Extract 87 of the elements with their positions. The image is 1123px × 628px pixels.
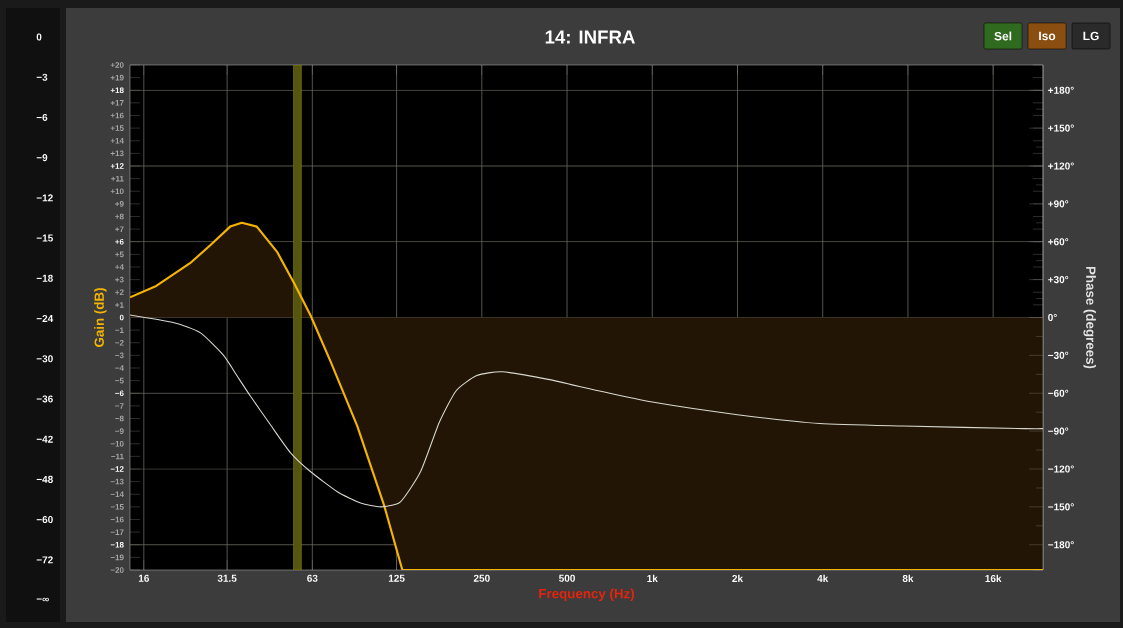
- y-tick-label: −16: [110, 516, 124, 523]
- x-tick-label: 63: [307, 574, 318, 582]
- y-tick-label: +14: [110, 138, 124, 144]
- y-tick-label: −14: [110, 491, 124, 497]
- y2-tick-label: +60°: [1048, 238, 1069, 246]
- text: −24: [36, 315, 54, 322]
- y2-tick-label: −150°: [1048, 503, 1074, 511]
- x-tick-label: 4k: [817, 574, 829, 582]
- text: Sel: [994, 31, 1012, 41]
- text: LG: [1083, 31, 1099, 41]
- text: −30: [36, 355, 53, 363]
- text: Iso: [1039, 31, 1056, 41]
- text: −15: [36, 234, 53, 242]
- text: −3: [36, 73, 48, 81]
- text: −72: [36, 556, 53, 564]
- y2-tick-label: +120°: [1048, 162, 1074, 170]
- y-tick-label: −12: [110, 466, 124, 472]
- y2-tick-label: 0°: [1048, 313, 1057, 322]
- x-tick-label: 31.5: [217, 574, 237, 582]
- y2-tick-label: −90°: [1048, 427, 1069, 435]
- y-tick-label: −4: [115, 365, 124, 371]
- y-axis-title: Gain (dB): [94, 288, 107, 347]
- y-tick-label: +2: [115, 289, 124, 296]
- x-tick-label: 125: [388, 574, 405, 582]
- y2-tick-label: +150°: [1048, 124, 1074, 132]
- text: 0: [36, 33, 42, 41]
- y-tick-label: +18: [110, 87, 124, 94]
- y-tick-label: +8: [115, 213, 124, 220]
- y-tick-label: +4: [115, 264, 124, 270]
- y-tick-label: −3: [115, 352, 124, 359]
- y-tick-label: +15: [110, 125, 124, 131]
- x-axis-title: Frequency (Hz): [539, 588, 634, 601]
- y-tick-label: +11: [111, 175, 124, 182]
- y-tick-label: −18: [110, 541, 124, 548]
- y-tick-label: +1: [115, 302, 124, 308]
- y-tick-label: −11: [111, 453, 124, 460]
- x-tick-label: 1k: [647, 574, 658, 582]
- y2-tick-label: +180°: [1048, 86, 1074, 94]
- x-tick-label: 16k: [985, 574, 1002, 583]
- text: −18: [36, 274, 53, 282]
- text: −12: [36, 194, 53, 202]
- y2-tick-label: −60°: [1048, 389, 1069, 397]
- chart-title: 14: INFRA: [545, 30, 635, 44]
- text: −6: [36, 113, 48, 121]
- text: −42: [36, 435, 53, 443]
- y-tick-label: −20: [110, 567, 124, 573]
- y-tick-label: −17: [110, 529, 124, 535]
- y2-axis-title: Phase (degrees): [1083, 266, 1096, 369]
- y-tick-label: +12: [110, 163, 124, 169]
- y-tick-label: 0: [119, 314, 124, 321]
- y-tick-label: +3: [115, 276, 124, 283]
- y-tick-label: +20: [110, 62, 124, 68]
- y2-tick-label: +90°: [1048, 200, 1069, 208]
- y2-tick-label: −30°: [1048, 351, 1069, 359]
- x-tick-label: 2k: [732, 574, 744, 582]
- text: −36: [36, 395, 53, 403]
- y-tick-label: −7: [115, 403, 124, 409]
- y-tick-label: −19: [110, 554, 124, 561]
- y-tick-label: −9: [115, 428, 124, 434]
- y-tick-label: +7: [115, 226, 124, 232]
- y-tick-label: −10: [110, 440, 124, 447]
- text: −48: [36, 475, 53, 483]
- y-tick-label: +19: [110, 74, 124, 81]
- x-tick-label: 500: [559, 574, 575, 582]
- text: −60: [36, 516, 53, 524]
- y-tick-label: +17: [110, 100, 124, 106]
- y-tick-label: −13: [110, 478, 124, 485]
- y2-tick-label: −180°: [1048, 541, 1074, 549]
- y-tick-label: −8: [115, 415, 124, 422]
- x-tick-label: 16: [138, 574, 150, 582]
- x-tick-label: 250: [473, 574, 490, 582]
- y-tick-label: +5: [115, 251, 124, 258]
- y2-tick-label: +30°: [1048, 276, 1069, 284]
- y-tick-label: −6: [115, 390, 124, 397]
- y-tick-label: −1: [115, 327, 124, 333]
- y-tick-label: −15: [110, 504, 124, 510]
- y-tick-label: −5: [115, 377, 124, 384]
- y-tick-label: −2: [115, 339, 124, 346]
- x-tick-label: 8k: [902, 574, 914, 583]
- text: −9: [36, 154, 48, 162]
- y-tick-label: +6: [115, 238, 124, 245]
- y-tick-label: +9: [115, 201, 124, 207]
- y2-tick-label: −120°: [1048, 465, 1074, 473]
- y-tick-label: +16: [110, 112, 124, 119]
- y-tick-label: +10: [110, 188, 124, 195]
- text: −∞: [36, 597, 49, 602]
- y-tick-label: +13: [110, 150, 124, 157]
